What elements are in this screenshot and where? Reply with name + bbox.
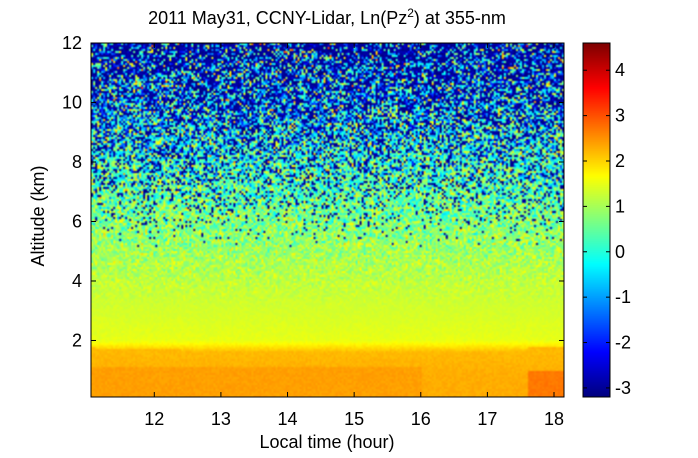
colorbar-tick-label: 4: [615, 60, 625, 80]
x-tick-label: 13: [211, 409, 231, 429]
colorbar: -3 -2 -1 0 1 2 3 4: [583, 43, 631, 398]
colorbar-tick-label: 3: [615, 106, 625, 126]
plot-area: 12 13 14 15 16 17 18 2 4 6 8 10 12: [62, 33, 564, 429]
y-tick-label: 8: [72, 152, 82, 172]
heatmap-image: [91, 43, 564, 397]
chart-title-suffix: ) at 355-nm: [414, 8, 506, 28]
colorbar-tick-label: 2: [615, 151, 625, 171]
colorbar-tick-label: 0: [615, 242, 625, 262]
y-tick-label: 2: [72, 330, 82, 350]
colorbar-tick-label: 1: [615, 196, 625, 216]
y-tick-label: 10: [62, 92, 82, 112]
colorbar-tick-label: -3: [615, 378, 631, 398]
x-tick-label: 12: [144, 409, 164, 429]
colorbar-tick-label: -2: [615, 333, 631, 353]
x-tick-label: 17: [477, 409, 497, 429]
chart-title: 2011 May31, CCNY-Lidar, Ln(Pz2) at 355-n…: [148, 6, 506, 28]
x-tick-label: 15: [344, 409, 364, 429]
x-tick-label: 18: [544, 409, 564, 429]
colorbar-tick-label: -1: [615, 287, 631, 307]
colorbar-gradient: [583, 43, 610, 397]
x-tick-label: 16: [411, 409, 431, 429]
y-tick-label: 12: [62, 33, 82, 53]
x-tick-label: 14: [278, 409, 298, 429]
chart-title-prefix: 2011 May31, CCNY-Lidar, Ln(Pz: [148, 8, 407, 28]
y-tick-label: 6: [72, 211, 82, 231]
y-tick-label: 4: [72, 271, 82, 291]
y-axis-label: Altitude (km): [28, 165, 48, 266]
x-axis-label: Local time (hour): [259, 432, 394, 452]
